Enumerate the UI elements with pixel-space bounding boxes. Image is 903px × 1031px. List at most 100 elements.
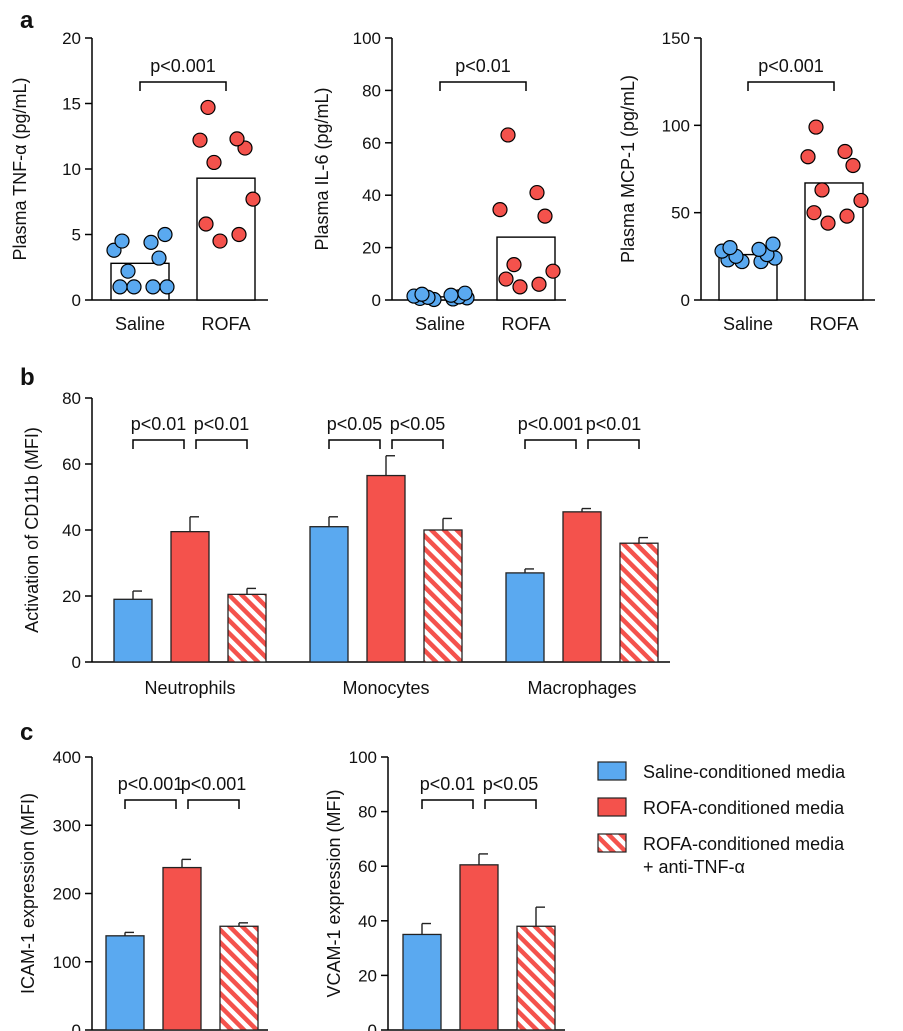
chart5-sig-bracket xyxy=(484,799,537,809)
chart4-y-tick-label: 400 xyxy=(53,748,81,767)
chart5-sig-bracket xyxy=(421,799,474,809)
chart5-y-tick-label: 20 xyxy=(358,966,377,985)
chart3-y-axis-label: Activation of CD11b (MFI) xyxy=(22,427,42,633)
chart4-p-value: p<0.001 xyxy=(118,774,184,794)
chart2-sig-bracket xyxy=(747,81,835,91)
chart5-bar xyxy=(402,933,442,1031)
il6-chart: 0 20 40 60 80 100 Plasma IL-6 (pg/mL) Saline ROF… xyxy=(312,29,566,334)
chart5-y-tick-label: 100 xyxy=(349,748,377,767)
chart3-bar xyxy=(170,531,210,663)
chart0-data-point xyxy=(120,263,136,279)
chart0-y-tick-label: 20 xyxy=(62,29,81,48)
chart3-y-tick-label: 60 xyxy=(62,455,81,474)
chart3-bar xyxy=(619,542,659,663)
chart2-data-point xyxy=(845,157,861,174)
chart4-sig-bracket xyxy=(124,799,177,809)
chart2-y-tick-label: 150 xyxy=(662,29,690,48)
legend-swatch-rofa-anti-tnf xyxy=(597,833,627,853)
chart2-data-point xyxy=(751,241,767,257)
chart3-bar xyxy=(562,511,602,663)
chart0-data-point xyxy=(229,131,245,147)
chart3-category-label: Monocytes xyxy=(342,678,429,698)
chart4-p-value: p<0.001 xyxy=(181,774,247,794)
panel-label-c: c xyxy=(20,719,33,746)
panel-label-b: b xyxy=(20,364,35,391)
chart2-y-axis-label: Plasma MCP-1 (pg/mL) xyxy=(618,75,638,263)
chart2-y-tick-label: 50 xyxy=(671,204,690,223)
chart1-data-point xyxy=(529,184,545,201)
chart0-sig-bracket xyxy=(139,81,227,91)
chart5-y-tick-label: 80 xyxy=(358,803,377,822)
chart2-data-point xyxy=(808,119,824,135)
chart1-data-point xyxy=(531,276,547,292)
chart0-data-point xyxy=(114,233,130,249)
chart5-bar xyxy=(459,864,499,1031)
chart2-category-label: Saline xyxy=(723,314,773,334)
chart1-y-tick-label: 100 xyxy=(353,29,381,48)
chart2-data-point xyxy=(722,240,738,256)
chart3-bar xyxy=(227,593,267,663)
chart3-y-tick-label: 80 xyxy=(62,389,81,408)
chart2-data-point xyxy=(853,192,869,209)
chart5-y-tick-label: 0 xyxy=(368,1021,377,1031)
chart4-sig-bracket xyxy=(187,799,240,809)
legend-swatch-rofa xyxy=(597,797,627,817)
chart3-p-value: p<0.01 xyxy=(586,414,642,434)
cd11b-chart: 0 20 40 60 80 Activation of CD11b (MFI) Neutro… xyxy=(22,389,670,698)
chart4-y-axis-label: ICAM-1 expression (MFI) xyxy=(18,793,38,994)
chart1-data-point xyxy=(506,257,522,273)
chart0-data-point xyxy=(200,99,216,116)
chart0-data-point xyxy=(112,279,128,295)
chart3-y-tick-label: 40 xyxy=(62,521,81,540)
legend-label-saline: Saline-conditioned media xyxy=(643,762,846,782)
chart5-p-value: p<0.05 xyxy=(483,774,539,794)
chart4-y-tick-label: 300 xyxy=(53,816,81,835)
chart4-y-tick-label: 100 xyxy=(53,953,81,972)
icam1-chart: 0 100 200 300 400 ICAM-1 expression (MFI) p<0.… xyxy=(18,748,268,1031)
chart0-y-tick-label: 15 xyxy=(62,95,81,114)
chart5-y-tick-label: 40 xyxy=(358,912,377,931)
chart5-y-tick-label: 60 xyxy=(358,857,377,876)
chart0-category-label: ROFA xyxy=(201,314,250,334)
chart1-y-tick-label: 80 xyxy=(362,81,381,100)
chart2-y-tick-label: 0 xyxy=(681,291,690,310)
chart4-bar xyxy=(219,925,259,1031)
chart1-data-point xyxy=(457,285,473,301)
chart3-sig-bracket xyxy=(391,439,444,449)
chart3-p-value: p<0.05 xyxy=(327,414,383,434)
chart1-data-point xyxy=(498,271,514,287)
chart2-data-point xyxy=(837,143,853,160)
chart2-data-point xyxy=(806,205,822,221)
chart3-bar xyxy=(113,598,153,663)
tnf-alpha-chart: 0 5 10 15 20 Plasma TNF-α (pg/mL) Saline ROFA p<… xyxy=(10,29,268,334)
chart2-mean-bar xyxy=(804,182,864,301)
chart3-sig-bracket xyxy=(132,439,185,449)
chart1-y-tick-label: 0 xyxy=(372,291,381,310)
chart0-y-tick-label: 10 xyxy=(62,160,81,179)
chart0-data-point xyxy=(151,250,167,266)
chart1-data-point xyxy=(545,263,561,279)
chart1-data-point xyxy=(512,279,528,295)
chart1-p-value: p<0.01 xyxy=(455,56,511,76)
chart0-data-point xyxy=(198,216,214,232)
chart3-bar xyxy=(366,474,406,663)
chart4-y-tick-label: 200 xyxy=(53,885,81,904)
chart3-y-tick-label: 20 xyxy=(62,587,81,606)
chart1-data-point xyxy=(537,208,553,224)
chart3-sig-bracket xyxy=(328,439,381,449)
chart1-data-point xyxy=(414,286,430,302)
chart0-data-point xyxy=(212,233,228,249)
chart3-bar xyxy=(423,529,463,663)
chart1-y-axis-label: Plasma IL-6 (pg/mL) xyxy=(312,87,332,250)
legend-label-rofa-anti-tnf-line2: + anti-TNF-α xyxy=(643,857,745,877)
chart1-category-label: Saline xyxy=(415,314,465,334)
chart4-y-tick-label: 0 xyxy=(72,1021,81,1031)
chart2-data-point xyxy=(839,208,855,224)
chart1-data-point xyxy=(443,287,459,303)
chart0-data-point xyxy=(143,234,159,250)
chart3-category-label: Macrophages xyxy=(527,678,636,698)
chart0-y-tick-label: 0 xyxy=(72,291,81,310)
chart1-y-tick-label: 20 xyxy=(362,239,381,258)
chart3-sig-bracket xyxy=(524,439,577,449)
